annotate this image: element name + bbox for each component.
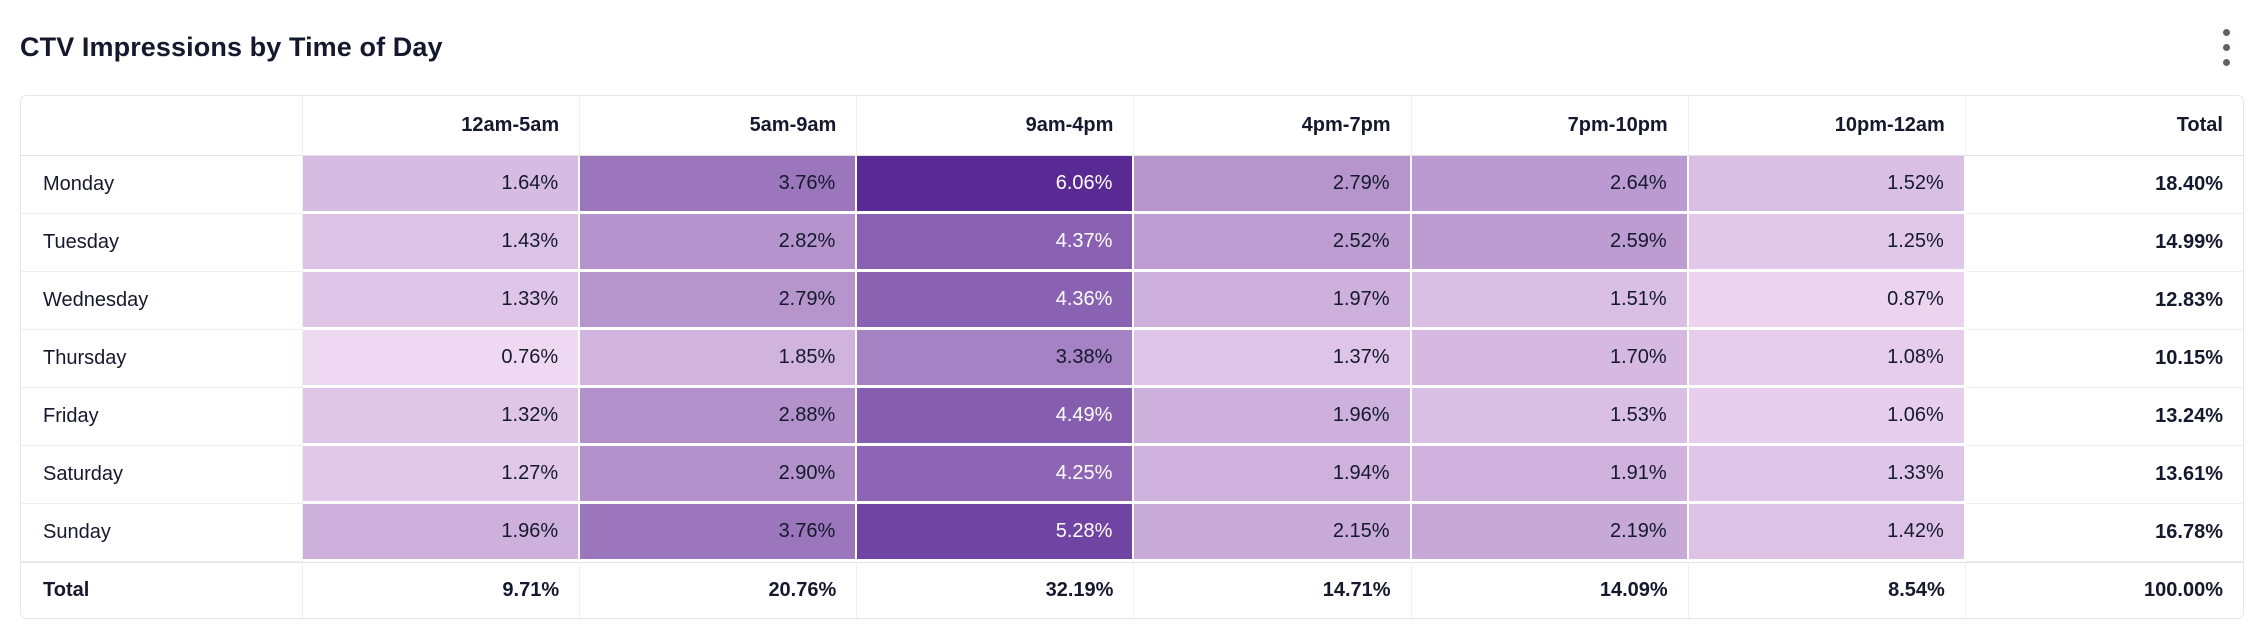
heatmap-table: 12am-5am 5am-9am 9am-4pm 4pm-7pm 7pm-10pm 10p… [21,96,2243,618]
row-total-cell: 13.61% [1965,446,2243,504]
row-label: Wednesday [21,272,303,330]
heatmap-cell: 1.64% [303,156,581,214]
column-total-cell: 20.76% [580,562,858,618]
grand-total-cell: 100.00% [1965,562,2243,618]
row-label: Tuesday [21,214,303,272]
heatmap-cell: 1.25% [1688,214,1966,272]
heatmap-cell: 1.52% [1688,156,1966,214]
heatmap-cell: 1.27% [303,446,581,504]
heatmap-cell: 1.08% [1688,330,1966,388]
heatmap-cell: 1.96% [303,504,581,562]
heatmap-table-container: 12am-5am 5am-9am 9am-4pm 4pm-7pm 7pm-10pm 10p… [20,95,2244,619]
heatmap-cell: 3.76% [580,504,858,562]
heatmap-cell: 4.49% [857,388,1135,446]
heatmap-cell: 1.97% [1134,272,1412,330]
heatmap-cell: 1.94% [1134,446,1412,504]
heatmap-cell: 4.36% [857,272,1135,330]
column-total-cell: 9.71% [303,562,581,618]
column-total-cell: 8.54% [1688,562,1966,618]
row-label: Saturday [21,446,303,504]
row-total-cell: 16.78% [1965,504,2243,562]
column-header: 12am-5am [303,96,581,156]
row-total-cell: 14.99% [1965,214,2243,272]
heatmap-cell: 1.51% [1411,272,1689,330]
heatmap-cell: 5.28% [857,504,1135,562]
heatmap-cell: 4.37% [857,214,1135,272]
total-column-header: Total [1965,96,2243,156]
more-options-button[interactable] [2206,22,2246,74]
heatmap-cell: 0.87% [1688,272,1966,330]
heatmap-cell: 2.52% [1134,214,1412,272]
row-total-cell: 13.24% [1965,388,2243,446]
widget-header: CTV Impressions by Time of Day [0,0,2264,95]
column-total-cell: 14.71% [1134,562,1412,618]
heatmap-cell: 1.96% [1134,388,1412,446]
heatmap-cell: 2.79% [580,272,858,330]
heatmap-cell: 2.15% [1134,504,1412,562]
heatmap-cell: 2.59% [1411,214,1689,272]
row-total-cell: 12.83% [1965,272,2243,330]
row-label: Monday [21,156,303,214]
heatmap-cell: 1.37% [1134,330,1412,388]
heatmap-cell: 2.88% [580,388,858,446]
heatmap-cell: 0.76% [303,330,581,388]
heatmap-cell: 2.19% [1411,504,1689,562]
heatmap-cell: 3.38% [857,330,1135,388]
row-label: Friday [21,388,303,446]
corner-cell [21,96,303,156]
column-total-cell: 14.09% [1411,562,1689,618]
column-header: 10pm-12am [1688,96,1966,156]
column-header: 5am-9am [580,96,858,156]
column-total-cell: 32.19% [857,562,1135,618]
heatmap-cell: 1.70% [1411,330,1689,388]
heatmap-cell: 1.53% [1411,388,1689,446]
row-label: Sunday [21,504,303,562]
heatmap-cell: 1.91% [1411,446,1689,504]
heatmap-cell: 1.33% [303,272,581,330]
heatmap-cell: 2.64% [1411,156,1689,214]
total-row-label: Total [21,562,303,618]
heatmap-cell: 1.32% [303,388,581,446]
heatmap-cell: 1.42% [1688,504,1966,562]
column-header: 4pm-7pm [1134,96,1412,156]
column-header: 7pm-10pm [1411,96,1689,156]
row-label: Thursday [21,330,303,388]
heatmap-cell: 2.90% [580,446,858,504]
heatmap-cell: 2.79% [1134,156,1412,214]
heatmap-cell: 3.76% [580,156,858,214]
kebab-menu-icon [2222,29,2230,36]
heatmap-cell: 4.25% [857,446,1135,504]
row-total-cell: 10.15% [1965,330,2243,388]
page-title: CTV Impressions by Time of Day [20,32,443,62]
heatmap-cell: 1.06% [1688,388,1966,446]
heatmap-cell: 6.06% [857,156,1135,214]
heatmap-cell: 1.43% [303,214,581,272]
heatmap-cell: 1.85% [580,330,858,388]
row-total-cell: 18.40% [1965,156,2243,214]
column-header: 9am-4pm [857,96,1135,156]
heatmap-cell: 1.33% [1688,446,1966,504]
heatmap-cell: 2.82% [580,214,858,272]
